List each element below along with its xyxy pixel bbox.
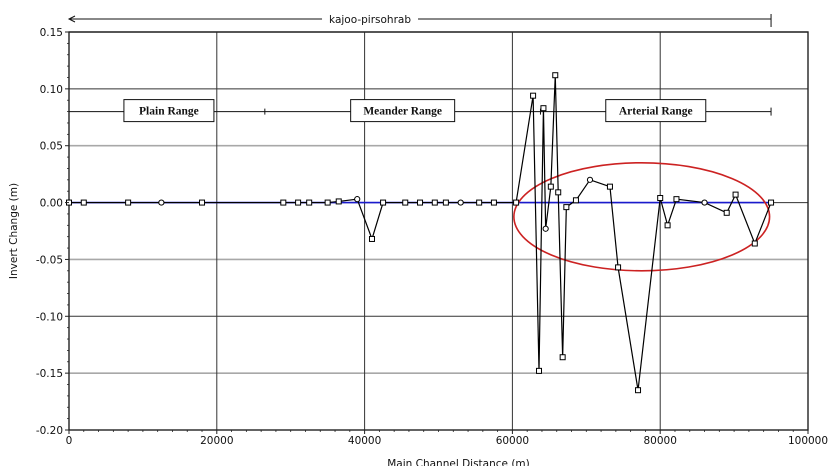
y-tick-label: -0.15 [36, 368, 63, 380]
y-tick-label: -0.05 [36, 254, 63, 266]
x-tick-label: 100000 [788, 435, 828, 447]
data-point [335, 198, 342, 205]
data-point [635, 387, 642, 394]
x-axis-title: Main Channel Distance (m) [387, 458, 530, 466]
data-point [547, 183, 554, 190]
data-point [354, 196, 361, 203]
data-point [563, 204, 570, 211]
range-annotations: Plain Range Meander Range Arterial Range [69, 99, 772, 123]
data-point [513, 199, 520, 206]
y-tick-label: 0.10 [40, 84, 63, 96]
data-point [324, 199, 331, 206]
range-label: Meander Range [363, 106, 442, 118]
range-label-box [605, 99, 707, 123]
data-point [457, 199, 464, 206]
data-point [158, 199, 165, 206]
data-point [417, 199, 424, 206]
data-point [125, 199, 132, 206]
highlight-ellipse-shape [513, 161, 771, 272]
data-point [295, 199, 302, 206]
data-point [542, 225, 549, 232]
x-tick-label: 40000 [348, 435, 381, 447]
data-point [442, 199, 449, 206]
data-point [490, 199, 497, 206]
reach-extent-bar: kajoo-pirsohrab [67, 12, 772, 27]
data-point [723, 209, 730, 216]
x-tick-label: 60000 [496, 435, 529, 447]
data-point [657, 195, 664, 202]
grid-lines [69, 31, 808, 431]
data-point [280, 199, 287, 206]
data-point [572, 197, 579, 204]
x-tick-label: 20000 [200, 435, 233, 447]
range-label-box [123, 99, 215, 123]
data-point [380, 199, 387, 206]
data-point [540, 105, 547, 112]
reach-arrow-left [67, 15, 76, 23]
data-point [664, 222, 671, 229]
axes: -0.20 -0.15 -0.10 -0.05 0.00 0.05 0.10 0.15 0 200… [36, 27, 828, 447]
series-group [66, 72, 775, 394]
range-label: Plain Range [139, 106, 199, 118]
data-point [751, 240, 758, 247]
data-point [701, 199, 708, 206]
data-point [431, 199, 438, 206]
data-point [673, 196, 680, 203]
data-point [552, 72, 559, 79]
reach-label: kajoo-pirsohrab [329, 14, 411, 26]
data-point [586, 176, 594, 183]
data-point [606, 183, 613, 190]
data-point [402, 199, 409, 206]
data-point [199, 199, 206, 206]
y-tick-label: 0.15 [40, 27, 63, 39]
data-point [615, 264, 622, 271]
y-tick-label: -0.20 [36, 425, 63, 437]
x-tick-label: 0 [66, 435, 73, 447]
reach-label-background [322, 12, 419, 25]
plot-border [68, 31, 809, 431]
plot-area [68, 31, 809, 431]
data-point [80, 199, 87, 206]
series-line [69, 75, 772, 391]
x-tick-label: 80000 [643, 435, 676, 447]
data-point [476, 199, 483, 206]
highlight-ellipse [513, 161, 771, 272]
data-point [530, 92, 537, 99]
data-point [559, 354, 566, 361]
data-point [768, 199, 775, 206]
y-tick-label: -0.10 [36, 311, 63, 323]
data-point [555, 189, 562, 196]
y-tick-label: 0.00 [40, 198, 63, 210]
data-point [368, 235, 375, 242]
data-point [536, 367, 543, 374]
range-label: Arterial Range [619, 106, 693, 118]
y-axis-title: Invert Change (m) [8, 183, 20, 279]
y-tick-label: 0.05 [40, 141, 63, 153]
range-label-box [350, 99, 456, 123]
data-point [306, 199, 313, 206]
data-point [732, 191, 739, 198]
